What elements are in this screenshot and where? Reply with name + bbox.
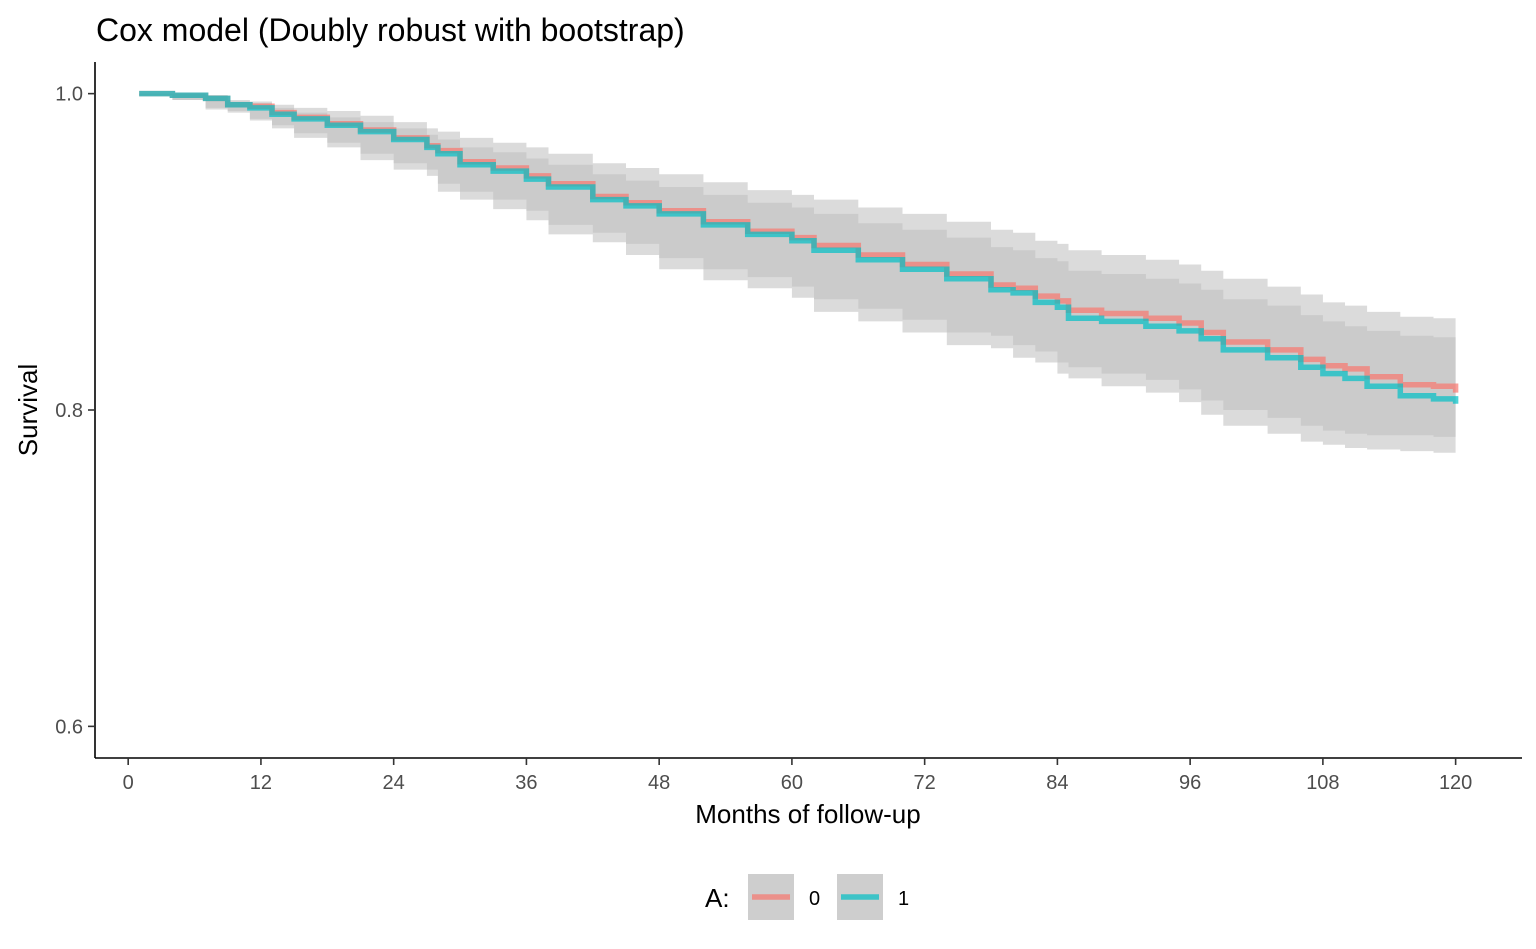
x-tick-label: 0 <box>123 772 134 794</box>
x-tick-label: 24 <box>383 772 405 794</box>
y-tick-label: 0.6 <box>55 716 83 738</box>
legend: A: 0 1 <box>705 874 909 920</box>
chart-title: Cox model (Doubly robust with bootstrap) <box>96 12 685 48</box>
x-tick-label: 12 <box>250 772 272 794</box>
confidence-bands <box>139 93 1456 453</box>
y-axis-ticks: 0.6 0.8 1.0 <box>55 84 95 738</box>
legend-label-1: 1 <box>898 888 909 910</box>
y-tick-label: 1.0 <box>55 84 83 106</box>
x-tick-label: 84 <box>1046 772 1068 794</box>
legend-title: A: <box>705 883 730 913</box>
y-tick-label: 0.8 <box>55 400 83 422</box>
x-tick-label: 96 <box>1179 772 1201 794</box>
survival-lines <box>139 90 1459 404</box>
x-tick-label: 108 <box>1306 772 1339 794</box>
survival-line-series-1 <box>139 90 1459 404</box>
x-tick-label: 120 <box>1439 772 1472 794</box>
x-axis-ticks: 0 12 24 36 48 60 72 84 96 108 120 <box>123 758 1472 794</box>
x-tick-label: 72 <box>914 772 936 794</box>
y-axis-title: Survival <box>13 364 43 456</box>
x-tick-label: 36 <box>515 772 537 794</box>
legend-label-0: 0 <box>809 888 820 910</box>
x-tick-label: 48 <box>648 772 670 794</box>
x-axis-title: Months of follow-up <box>695 799 920 829</box>
ci-band-series-1 <box>139 93 1456 437</box>
x-tick-label: 60 <box>781 772 803 794</box>
